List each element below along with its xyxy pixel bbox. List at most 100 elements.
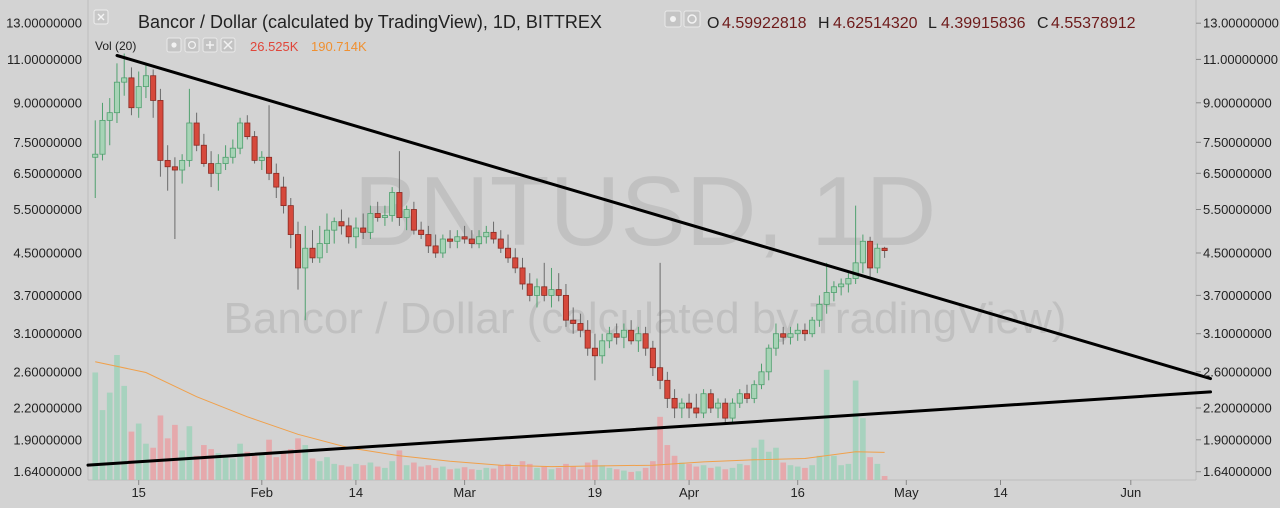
candle[interactable] [867, 236, 874, 279]
candle[interactable] [794, 323, 801, 341]
candle[interactable] [367, 205, 374, 240]
candle[interactable] [693, 393, 700, 419]
candle[interactable] [635, 326, 642, 352]
candle[interactable] [316, 225, 323, 263]
candle[interactable] [744, 384, 751, 404]
candle[interactable] [859, 234, 866, 274]
candle[interactable] [736, 389, 743, 409]
candle[interactable] [280, 176, 287, 214]
candle[interactable] [584, 320, 591, 356]
candle[interactable] [208, 151, 215, 188]
candle[interactable] [555, 273, 562, 302]
candle[interactable] [266, 105, 273, 181]
candle[interactable] [838, 278, 845, 296]
candle[interactable] [121, 53, 128, 96]
candle[interactable] [722, 398, 729, 424]
candle[interactable] [809, 316, 816, 338]
candle[interactable] [526, 273, 533, 302]
candle[interactable] [113, 63, 120, 123]
candle[interactable] [323, 213, 330, 253]
candle[interactable] [874, 243, 881, 274]
candle[interactable] [686, 393, 693, 419]
candle[interactable] [439, 234, 446, 258]
symbol-toggle[interactable] [93, 9, 109, 25]
candle[interactable] [823, 262, 830, 314]
candle[interactable] [237, 117, 244, 155]
candle[interactable] [591, 333, 598, 381]
candle[interactable] [787, 326, 794, 345]
candle[interactable] [729, 398, 736, 424]
candle[interactable] [780, 326, 787, 345]
candle[interactable] [396, 151, 403, 226]
candle[interactable] [251, 131, 258, 164]
settings-button[interactable] [683, 10, 701, 28]
candle[interactable] [432, 234, 439, 258]
candle[interactable] [171, 157, 178, 240]
candle[interactable] [273, 163, 280, 199]
candle[interactable] [128, 67, 135, 116]
candle[interactable] [751, 380, 758, 404]
trendlines[interactable] [86, 54, 1212, 467]
candle[interactable] [193, 112, 200, 152]
candle[interactable] [381, 205, 388, 226]
volume-settings-button[interactable] [184, 37, 200, 53]
candle[interactable] [664, 371, 671, 409]
candle[interactable] [302, 225, 309, 321]
candle[interactable] [418, 221, 425, 240]
candle[interactable] [562, 283, 569, 327]
candle[interactable] [649, 340, 656, 377]
candle[interactable] [671, 389, 678, 419]
candle[interactable] [642, 326, 649, 356]
candle[interactable] [258, 151, 265, 171]
candle[interactable] [599, 333, 606, 364]
candle[interactable] [331, 217, 338, 244]
candle[interactable] [352, 217, 359, 249]
title-buttons[interactable] [664, 10, 701, 28]
candle[interactable] [468, 230, 475, 249]
candle[interactable] [541, 262, 548, 302]
candle[interactable] [142, 63, 149, 99]
candle[interactable] [772, 323, 779, 356]
candle[interactable] [830, 281, 837, 302]
candle[interactable] [628, 320, 635, 345]
trendline-support[interactable] [86, 390, 1212, 467]
candle[interactable] [700, 389, 707, 419]
trendline-resistance[interactable] [115, 54, 1212, 381]
candle[interactable] [845, 273, 852, 293]
volume-buttons[interactable] [166, 37, 236, 53]
candle[interactable] [309, 230, 316, 263]
candle[interactable] [92, 120, 99, 199]
candles[interactable] [92, 53, 888, 424]
candle[interactable] [476, 230, 483, 249]
candle[interactable] [490, 221, 497, 244]
candle[interactable] [483, 225, 490, 244]
candle[interactable] [454, 230, 461, 249]
candle[interactable] [106, 98, 113, 146]
candle[interactable] [295, 221, 302, 290]
candle[interactable] [186, 88, 193, 167]
candle[interactable] [425, 225, 432, 253]
candle[interactable] [715, 398, 722, 419]
candle[interactable] [135, 71, 142, 118]
candle[interactable] [577, 313, 584, 338]
candle[interactable] [389, 187, 396, 222]
candle[interactable] [374, 201, 381, 222]
candle[interactable] [548, 267, 555, 308]
candle[interactable] [678, 398, 685, 419]
candle[interactable] [222, 145, 229, 171]
candle[interactable] [338, 209, 345, 235]
candle[interactable] [620, 323, 627, 349]
candle[interactable] [410, 201, 417, 235]
candle[interactable] [150, 69, 157, 118]
candle[interactable] [345, 217, 352, 244]
candle[interactable] [215, 154, 222, 191]
candle[interactable] [852, 205, 859, 284]
candle[interactable] [801, 323, 808, 341]
candle[interactable] [99, 102, 106, 161]
y-axis-right[interactable]: 13.00000000 11.00000000 9.00000000 7.500000… [1196, 16, 1279, 480]
candle[interactable] [765, 344, 772, 381]
candle[interactable] [613, 323, 620, 345]
candle[interactable] [657, 262, 664, 390]
candle[interactable] [707, 389, 714, 413]
